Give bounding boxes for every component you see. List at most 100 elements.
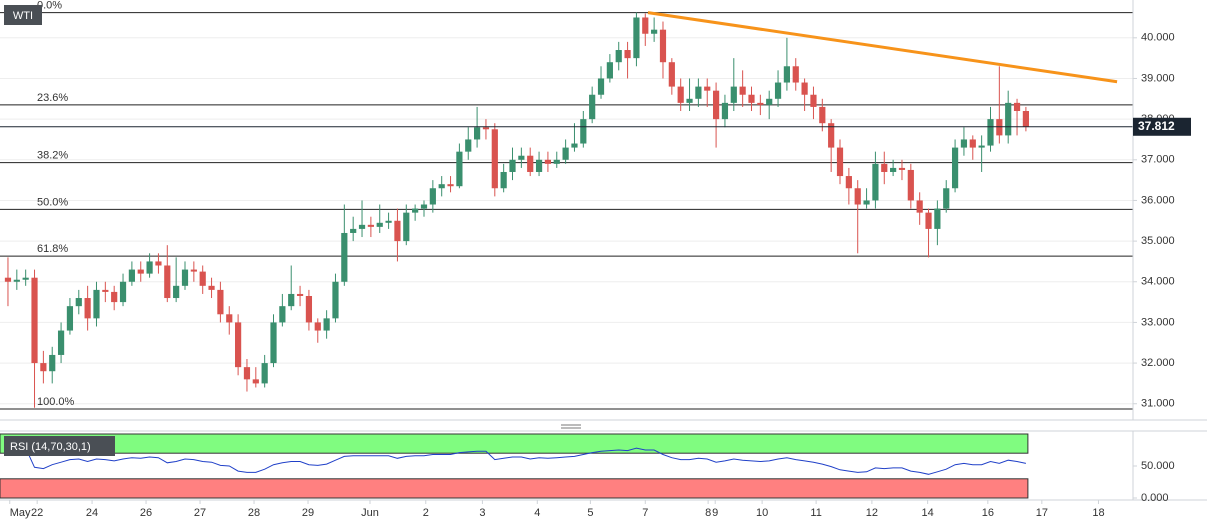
y-tick-label: 33.000 [1141,316,1175,328]
candle-body [810,94,817,107]
candle-body [730,86,737,103]
y-tick-label: 40.000 [1141,32,1175,44]
x-tick-label: 11 [810,507,821,519]
candle-body [420,204,428,209]
candle-body [951,147,959,189]
y-tick-label: 39.000 [1141,72,1175,84]
candle-body [739,86,746,95]
candle-body [181,269,189,286]
candle-body [93,289,100,319]
candle-body [535,159,543,172]
candle-body [677,86,684,103]
candle-body [243,367,251,380]
candle-body [305,295,313,323]
candle-body [748,94,755,103]
candle-body [695,86,702,99]
candle-body [190,269,197,272]
indicator-box [4,436,115,456]
rsi-bands [0,433,1029,499]
y-tick-label: 35.000 [1141,235,1175,247]
candle-body [288,293,295,307]
candle-body [668,62,675,87]
candle-body [57,330,65,355]
x-tick-label: 24 [86,507,98,519]
candle-body [863,200,870,205]
candle-body [960,139,968,148]
x-tick-label: 8 [705,507,711,519]
candle-body [651,29,658,34]
marks [0,11,1133,475]
candle-body [119,281,127,303]
candle-body [13,279,20,282]
x-tick-label: 10 [756,507,768,519]
candle-body [615,50,622,63]
y-tick-label: 36.000 [1141,194,1175,206]
candle-body [22,277,29,280]
x-tick-label: 12 [866,507,878,519]
candle-body [1013,102,1021,111]
candle-body [553,159,560,164]
candle-body [500,171,507,189]
candle-body [474,127,481,140]
x-tick-label: 28 [248,507,260,519]
candle-body [164,265,171,299]
candle-body [881,163,888,172]
candle-body [111,291,118,303]
x-tick-label: Jun [361,507,379,519]
candle-body [978,145,985,148]
symbol-label: WTI [13,10,33,22]
candle-body [341,232,348,282]
candle-body [367,224,374,227]
rsi-y-tick-label: 50.000 [1141,460,1175,472]
candle-body [934,208,941,229]
x-tick-label: 2 [423,507,429,519]
candle-body [296,293,304,296]
candle-body [226,314,233,323]
candle-body [659,29,667,63]
candle-body [173,285,180,299]
candle-body [801,82,808,95]
fib-label: 50.0% [37,196,68,208]
rsi-y-tick-label: 0.000 [1141,492,1169,504]
candle-body [279,306,286,323]
trendline [647,11,1118,84]
fib-label: 0.0% [37,0,62,12]
candle-body [819,106,826,124]
candle-body [907,169,914,201]
x-tick-label: 14 [922,507,934,519]
x-tick-label: 22 [31,507,43,519]
candle-body [969,139,976,148]
candle-body [385,220,392,223]
candle-body [217,289,224,315]
candle-body [544,159,552,164]
y-tick-label: 32.000 [1141,357,1175,369]
candle-body [766,98,773,105]
rsi-band [0,433,1029,454]
y-tick-label: 31.000 [1141,398,1175,410]
candle-body [890,167,897,172]
candle-body [155,261,162,266]
fib-label: 38.2% [37,150,68,162]
candle-body [261,363,268,384]
candle-body [128,269,135,282]
candle-body [712,90,720,120]
candle-body [40,363,47,372]
candle-body [845,176,852,189]
candle-body [350,228,357,233]
candle-body [562,147,569,160]
candle-body [447,184,454,187]
candle-body [66,306,74,331]
candle-body [323,318,330,331]
candle-body [491,129,498,189]
candle-body [571,143,578,148]
grid [0,37,1133,405]
symbol-box [4,5,42,25]
candle-body [854,188,861,205]
x-tick-label: 17 [1036,507,1048,519]
x-tick-label: 7 [642,507,648,519]
candle-body [465,139,472,152]
x-tick-label: 27 [194,507,206,519]
candle-body [137,269,144,274]
x-tick-label: 9 [712,507,718,519]
candle-body [828,123,835,148]
